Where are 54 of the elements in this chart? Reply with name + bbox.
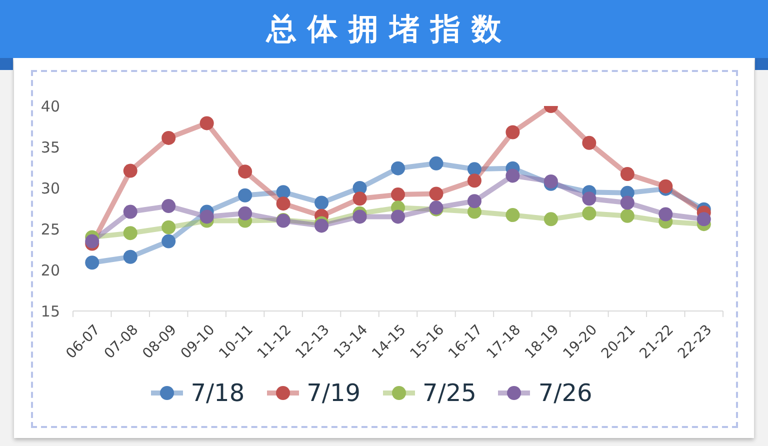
point — [429, 156, 444, 170]
point — [314, 196, 329, 210]
point — [467, 194, 482, 208]
point — [582, 192, 596, 206]
y-tick-label: 40 — [40, 97, 60, 116]
point — [123, 164, 138, 178]
point — [658, 207, 673, 222]
chart-title: 总体拥堵指数 — [264, 10, 512, 48]
point — [391, 188, 405, 202]
legend-label: 7/26 — [538, 379, 592, 407]
point — [123, 250, 138, 264]
point — [162, 130, 176, 145]
y-tick-label: 35 — [40, 138, 60, 156]
point — [391, 161, 405, 176]
point — [314, 218, 329, 233]
point — [238, 206, 252, 220]
legend-label: 7/19 — [306, 379, 360, 407]
point — [467, 174, 482, 188]
y-tick-label: 25 — [40, 220, 60, 238]
point — [238, 164, 252, 179]
y-tick-label: 20 — [40, 261, 60, 280]
point — [276, 196, 290, 211]
point — [620, 196, 634, 210]
point — [620, 167, 634, 182]
legend-label: 7/18 — [190, 379, 245, 407]
y-tick-label: 15 — [40, 302, 60, 320]
point — [391, 210, 405, 224]
point — [620, 208, 634, 223]
point — [276, 185, 290, 200]
point — [123, 204, 138, 219]
point — [200, 210, 214, 224]
point — [467, 162, 482, 176]
point — [85, 256, 100, 270]
point — [85, 234, 100, 248]
point — [506, 125, 520, 140]
y-tick-label: 30 — [40, 179, 60, 198]
point — [544, 174, 558, 188]
point — [544, 212, 558, 226]
point — [429, 186, 444, 201]
point — [162, 199, 176, 214]
point — [352, 192, 367, 206]
point — [162, 234, 176, 248]
point — [200, 116, 214, 130]
point — [352, 210, 367, 224]
point — [506, 208, 520, 222]
point — [123, 226, 138, 240]
point — [582, 206, 596, 220]
point — [658, 179, 673, 194]
point — [162, 220, 176, 234]
point — [506, 168, 520, 183]
point — [582, 136, 596, 150]
legend-label: 7/25 — [422, 379, 476, 407]
point — [696, 212, 711, 226]
point — [238, 188, 252, 202]
